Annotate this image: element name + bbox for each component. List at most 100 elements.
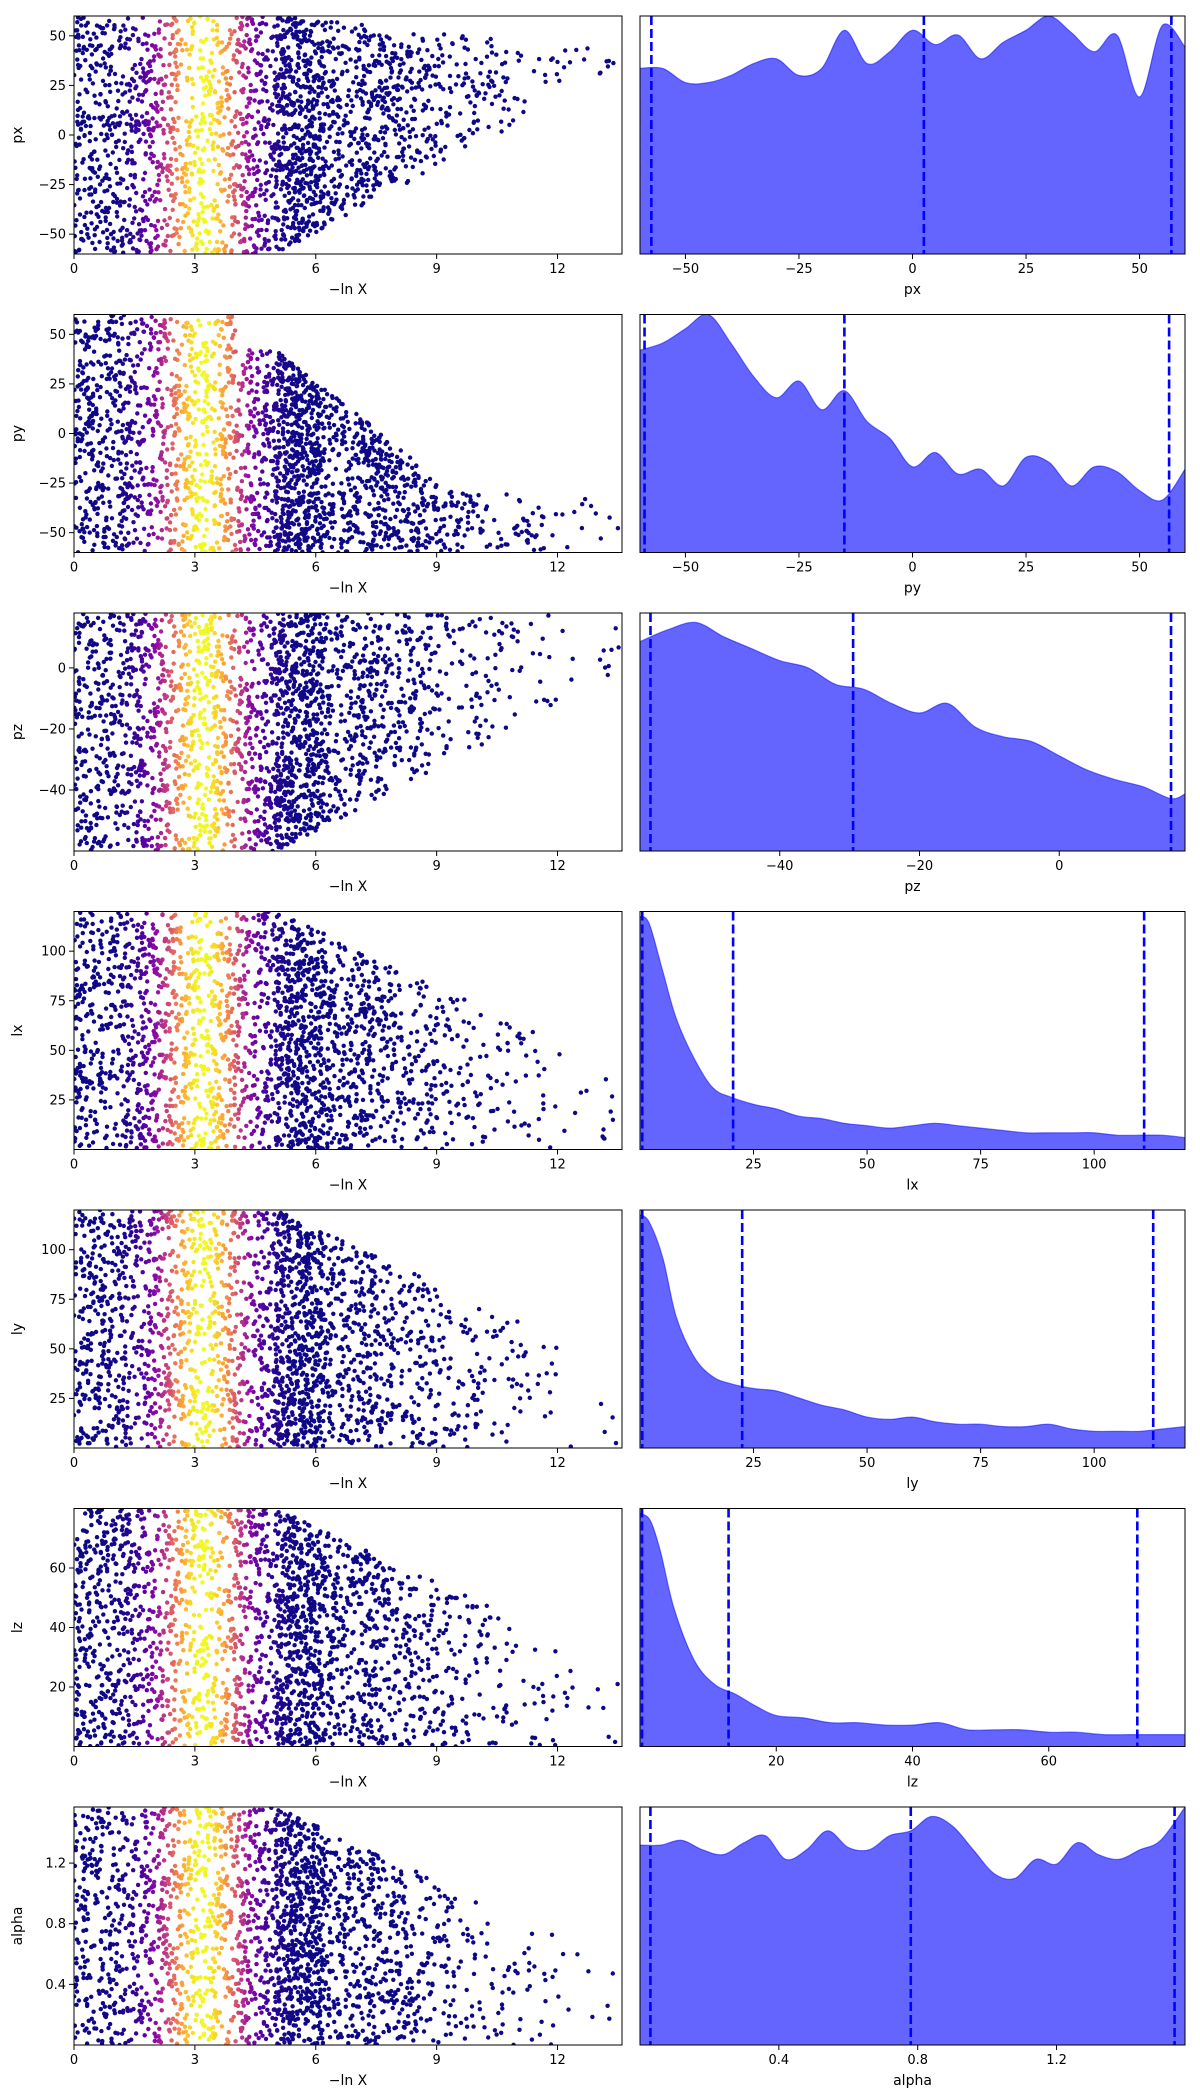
scatter-point <box>285 185 290 191</box>
scatter-point <box>353 59 358 64</box>
scatter-point <box>297 187 303 193</box>
scatter-point <box>296 65 302 71</box>
scatter-point <box>233 349 238 354</box>
scatter-point <box>127 37 133 42</box>
scatter-point <box>217 443 223 448</box>
scatter-point <box>212 247 218 252</box>
scatter-point <box>225 519 230 524</box>
scatter-point <box>438 106 443 112</box>
scatter-point <box>137 430 142 435</box>
scatter-point <box>198 478 203 483</box>
scatter-point <box>226 487 231 492</box>
x-tick-label: −25 <box>785 561 812 576</box>
scatter-point <box>354 46 359 52</box>
scatter-point <box>108 504 113 509</box>
scatter-point <box>554 72 560 77</box>
scatter-point <box>271 529 276 534</box>
scatter-point <box>191 196 197 201</box>
scatter-point <box>289 499 295 504</box>
scatter-point <box>175 176 180 181</box>
scatter-point <box>321 80 326 85</box>
scatter-point <box>235 485 240 490</box>
scatter-point <box>297 227 302 232</box>
scatter-point <box>454 518 460 523</box>
scatter-point <box>153 91 158 97</box>
scatter-point <box>112 779 117 784</box>
scatter-point <box>322 27 328 33</box>
scatter-point <box>141 218 146 224</box>
scatter-point <box>298 451 303 457</box>
scatter-point <box>131 613 136 617</box>
scatter-point <box>174 837 179 842</box>
scatter-point <box>277 103 283 109</box>
scatter-point <box>309 485 315 490</box>
scatter-point <box>381 47 387 53</box>
scatter-point <box>281 503 286 509</box>
scatter-point <box>122 440 127 445</box>
scatter-point <box>335 98 340 103</box>
scatter-point <box>115 419 121 424</box>
scatter-point <box>253 88 259 93</box>
scatter-point <box>213 452 218 457</box>
scatter-point <box>266 441 272 446</box>
scatter-point <box>361 460 366 465</box>
scatter-point <box>120 225 125 230</box>
scatter-point <box>215 118 220 123</box>
scatter-point <box>91 335 97 341</box>
scatter-point <box>265 482 270 487</box>
scatter-point <box>104 132 109 137</box>
scatter-point <box>420 171 425 176</box>
scatter-point <box>581 57 587 62</box>
scatter-point <box>129 144 134 149</box>
scatter-point <box>338 537 344 542</box>
scatter-point <box>316 821 321 827</box>
scatter-point <box>355 431 360 436</box>
scatter-point <box>298 439 304 445</box>
scatter-point <box>273 205 278 210</box>
scatter-point <box>386 114 392 119</box>
scatter-point <box>141 321 146 326</box>
scatter-point <box>281 478 287 483</box>
scatter-point <box>86 424 92 429</box>
scatter-point <box>283 237 288 242</box>
scatter-point <box>136 139 141 145</box>
scatter-point <box>567 60 573 65</box>
scatter-point <box>455 500 461 505</box>
scatter-point <box>292 185 297 191</box>
scatter-point <box>375 156 380 161</box>
scatter-point <box>260 16 265 19</box>
scatter-point <box>175 87 180 93</box>
scatter-point <box>374 172 379 177</box>
scatter-point <box>183 409 188 414</box>
scatter-point <box>491 83 497 89</box>
scatter-point <box>246 204 252 209</box>
scatter-point <box>127 113 133 118</box>
scatter-point <box>152 482 157 488</box>
scatter-point <box>284 174 290 180</box>
scatter-point <box>165 386 170 391</box>
scatter-point <box>130 158 135 163</box>
scatter-point <box>164 526 169 531</box>
scatter-point <box>251 518 256 523</box>
scatter-point <box>429 146 434 152</box>
scatter-point <box>356 460 361 466</box>
scatter-point <box>372 530 377 535</box>
scatter-point <box>77 448 83 453</box>
scatter-point <box>306 123 312 129</box>
scatter-point <box>427 476 433 482</box>
x-tick-label: −50 <box>672 561 699 576</box>
scatter-point <box>182 389 187 394</box>
scatter-point <box>274 489 279 494</box>
scatter-point <box>234 423 239 428</box>
scatter-point <box>204 390 209 396</box>
scatter-point <box>314 102 319 107</box>
scatter-point <box>319 84 325 90</box>
scatter-point <box>383 166 388 171</box>
scatter-point <box>129 128 134 133</box>
scatter-point <box>435 683 440 688</box>
scatter-point <box>190 460 195 465</box>
scatter-point <box>266 246 271 252</box>
scatter-point <box>265 535 270 540</box>
scatter-point <box>502 60 508 65</box>
scatter-point <box>328 441 333 446</box>
